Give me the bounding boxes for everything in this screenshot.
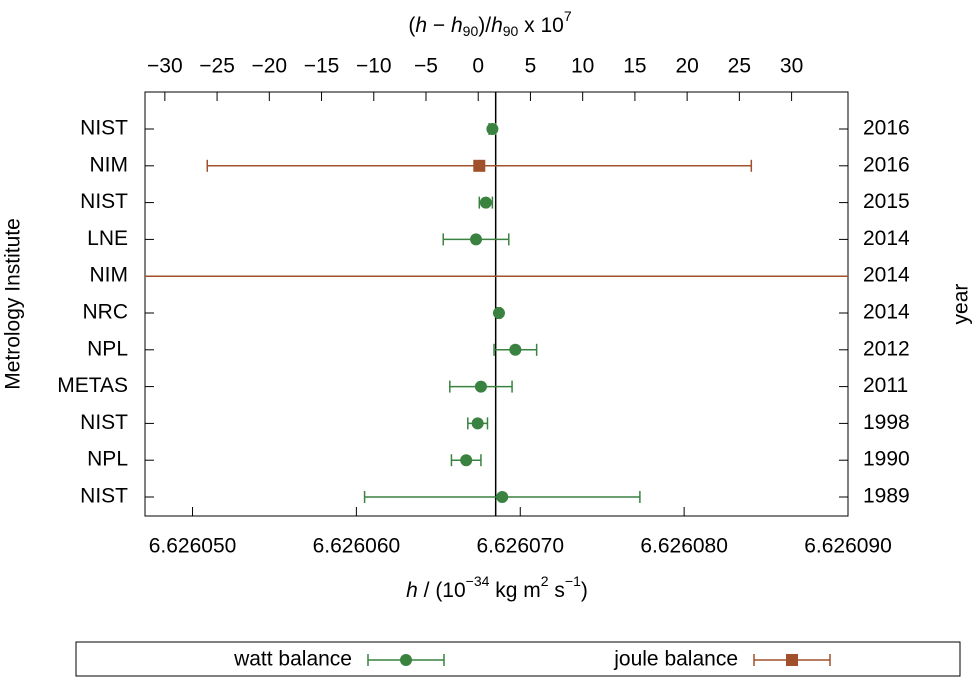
x2-tick-label: 0 xyxy=(472,55,484,78)
marker xyxy=(479,196,492,209)
error-bar xyxy=(145,275,848,277)
label-part: h xyxy=(406,579,418,602)
y-tick-label: LNE xyxy=(87,227,128,250)
label-part: ) xyxy=(581,579,588,602)
y2-tick-label: 1998 xyxy=(863,411,910,434)
label-part: 90 xyxy=(503,23,519,39)
x2-tick-label: 15 xyxy=(623,55,646,78)
y2-tick-label: 2016 xyxy=(863,153,910,176)
x2-tick-label: −20 xyxy=(251,55,287,78)
label-part: 90 xyxy=(463,23,479,39)
label-part: 2 xyxy=(541,573,549,589)
label-part: )/ xyxy=(478,14,491,37)
x-tick-label: 6.626090 xyxy=(804,535,892,558)
x2-tick-label: −5 xyxy=(414,55,438,78)
y2-tick-label: 1989 xyxy=(863,485,910,508)
y2-tick-label: 2016 xyxy=(863,117,910,140)
y-tick-label: NIST xyxy=(80,117,128,140)
x2-tick-label: −15 xyxy=(304,55,340,78)
label-part: −34 xyxy=(466,573,490,589)
y2-tick-label: 1990 xyxy=(863,448,910,471)
y-tick-label: NIM xyxy=(90,264,129,287)
x2-tick-label: −25 xyxy=(199,55,235,78)
legend-box xyxy=(75,641,961,677)
y2-tick-label: 2012 xyxy=(863,337,910,360)
x2-tick-label: 5 xyxy=(525,55,537,78)
y-tick-label: NRC xyxy=(83,301,129,324)
x2-tick-label: 10 xyxy=(571,55,594,78)
x2-tick-label: 30 xyxy=(780,55,803,78)
marker xyxy=(460,454,473,467)
label-part: x 10 xyxy=(518,14,564,37)
x2-tick-label: 25 xyxy=(728,55,751,78)
legend-label: watt balance xyxy=(233,648,352,671)
marker xyxy=(474,380,487,393)
x-tick-label: 6.626070 xyxy=(476,535,564,558)
y-tick-label: METAS xyxy=(57,374,128,397)
y2-tick-label: 2011 xyxy=(863,374,908,397)
y-tick-label: NPL xyxy=(87,337,128,360)
label-part: h xyxy=(451,14,463,37)
marker xyxy=(473,159,486,172)
x2-tick-label: 20 xyxy=(675,55,698,78)
y2-tick-label: 2014 xyxy=(863,301,910,324)
y2-axis-label: year xyxy=(950,284,973,325)
x-tick-label: 6.626080 xyxy=(640,535,728,558)
label-part: s xyxy=(549,579,565,602)
label-part: −1 xyxy=(565,573,581,589)
y2-tick-label: 2014 xyxy=(863,227,910,250)
x-tick-label: 6.626060 xyxy=(313,535,401,558)
legend-label: joule balance xyxy=(613,648,738,671)
x-axis-label: h / (10−34 kg m2 s−1) xyxy=(406,573,588,602)
x2-tick-label: −10 xyxy=(356,55,392,78)
y-tick-label: NIM xyxy=(90,153,129,176)
marker xyxy=(486,123,499,135)
plot-area xyxy=(145,92,848,516)
label-part: kg m xyxy=(489,579,540,602)
x2-tick-label: −30 xyxy=(147,55,183,78)
marker xyxy=(496,491,509,503)
y-tick-label: NIST xyxy=(80,190,128,213)
marker xyxy=(492,307,505,319)
marker xyxy=(509,343,522,356)
y2-tick-label: 2015 xyxy=(863,190,910,213)
y2-tick-label: 2014 xyxy=(863,264,910,287)
legend-marker xyxy=(786,654,798,666)
label-part: 7 xyxy=(564,8,572,24)
y-tick-label: NIST xyxy=(80,411,128,434)
legend-marker xyxy=(400,654,412,666)
marker xyxy=(470,233,483,246)
label-part: h xyxy=(491,14,503,37)
y-axis-label: Metrology Institute xyxy=(2,218,25,390)
plot-frame xyxy=(144,91,849,517)
x2-axis-label: (h − h90)/h90 x 107 xyxy=(408,8,572,39)
label-part: h xyxy=(415,14,427,37)
marker xyxy=(471,417,484,430)
x-tick-label: 6.626050 xyxy=(149,535,237,558)
y-tick-label: NIST xyxy=(80,485,128,508)
y-tick-label: NPL xyxy=(87,448,128,471)
label-part: − xyxy=(427,14,451,37)
label-part: / (10 xyxy=(418,579,466,602)
label-part: ( xyxy=(408,14,415,37)
